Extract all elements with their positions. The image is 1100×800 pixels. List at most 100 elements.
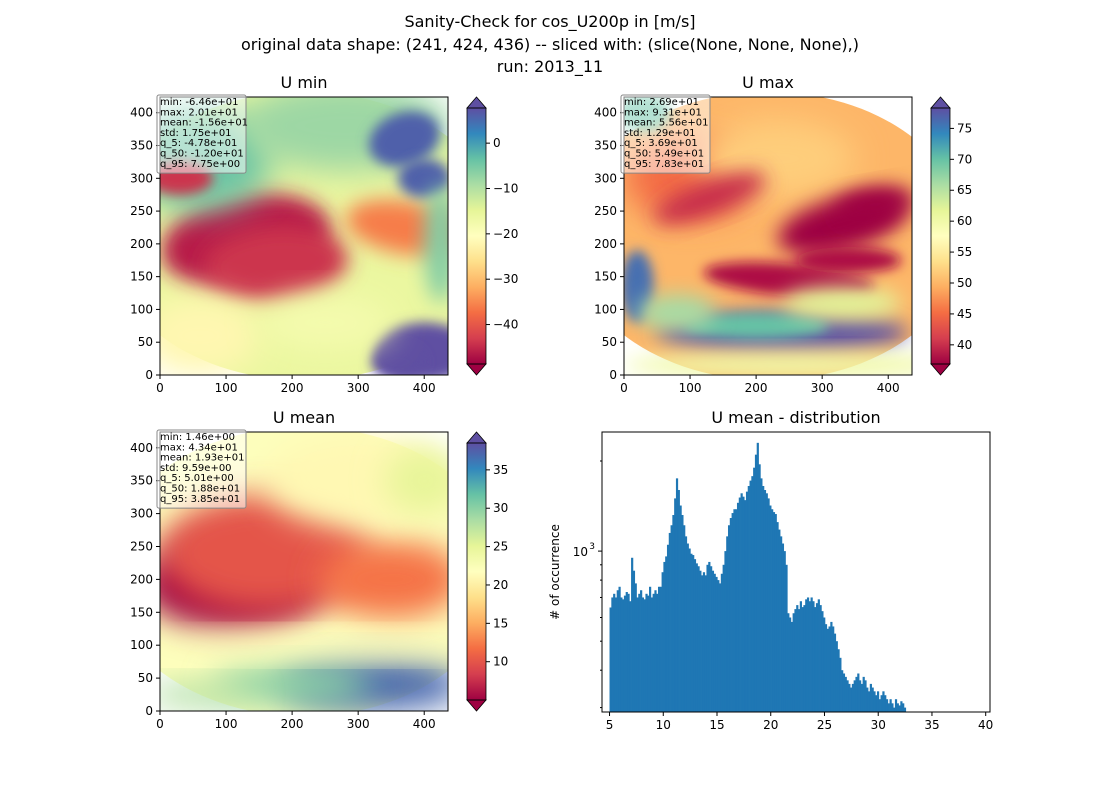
heatmap-region xyxy=(369,111,440,167)
histogram-bar xyxy=(876,691,880,712)
histogram-bar xyxy=(875,695,878,712)
histogram-bar xyxy=(833,633,837,712)
y-tick-label: 0 xyxy=(145,368,153,382)
histogram-bar xyxy=(701,575,704,712)
histogram-bar xyxy=(684,536,688,712)
histogram-bar xyxy=(611,597,614,712)
histogram-bars xyxy=(609,442,907,712)
figure-title-line-2: original data shape: (241, 424, 436) -- … xyxy=(241,35,859,54)
histogram-bar xyxy=(697,566,700,712)
histogram-bar xyxy=(801,607,804,712)
histogram-bar xyxy=(652,593,655,712)
histogram-bar xyxy=(871,687,874,712)
y-tick-label: 0 xyxy=(609,368,617,382)
colorbar-tick-label: 40 xyxy=(957,338,972,352)
histogram-bar xyxy=(711,570,715,712)
x-tick-label: 100 xyxy=(215,381,238,395)
histogram-bar xyxy=(765,493,768,712)
y-tick-label: 100 xyxy=(130,302,153,316)
histogram-bar xyxy=(749,480,752,712)
histogram-bar xyxy=(774,514,777,712)
histogram-bar xyxy=(634,583,637,712)
heatmap-region xyxy=(795,247,902,274)
histogram-bar xyxy=(643,599,646,712)
histogram-bar xyxy=(767,498,770,712)
x-tick-label: 15 xyxy=(709,718,724,732)
x-tick-label: 0 xyxy=(156,717,164,731)
histogram-bar xyxy=(636,597,639,712)
stats-line: mean: 5.56e+01 xyxy=(624,118,708,129)
y-tick-label: 150 xyxy=(130,605,153,619)
histogram-bar xyxy=(848,683,851,712)
histogram-bar xyxy=(702,572,706,712)
histogram-bar xyxy=(771,509,774,712)
histogram-bar xyxy=(841,670,844,712)
heatmap-region xyxy=(259,296,392,349)
histogram-bar xyxy=(756,442,759,712)
colorbar-extend-bottom xyxy=(466,363,487,376)
histogram-bar xyxy=(796,605,799,712)
histogram-bar xyxy=(620,597,623,712)
histogram-bar xyxy=(740,493,743,712)
histogram-bar xyxy=(719,583,722,712)
stats-line: min: -6.46e+01 xyxy=(160,97,239,108)
histogram-bar xyxy=(846,680,849,712)
histogram-bar xyxy=(864,680,867,712)
colorbar-tick-label: 35 xyxy=(493,463,508,477)
histogram-bar xyxy=(900,701,903,712)
histogram-bar xyxy=(654,590,657,712)
histogram-bar xyxy=(776,522,779,712)
colorbar-gradient xyxy=(931,108,950,364)
histogram-bar xyxy=(731,513,734,712)
histogram-bar xyxy=(787,613,790,712)
y-tick-label: 350 xyxy=(130,474,153,488)
histogram-bar xyxy=(855,676,858,712)
histogram-bar xyxy=(896,703,899,712)
x-tick-label: 300 xyxy=(811,381,834,395)
stats-line: q_5: -4.78e+01 xyxy=(160,138,237,149)
y-tick-label: 200 xyxy=(594,237,617,251)
histogram-bar xyxy=(792,613,795,712)
x-tick-label: 40 xyxy=(978,718,993,732)
histogram-bar xyxy=(780,536,783,712)
histogram-bar xyxy=(857,673,860,712)
stats-line: q_5: 3.69e+01 xyxy=(624,138,698,149)
histogram-bar xyxy=(665,556,668,712)
histogram-bar xyxy=(754,454,758,712)
histogram-bar xyxy=(885,699,889,712)
colorbar-tick-label: −20 xyxy=(493,227,518,241)
histogram-bar xyxy=(823,617,826,712)
histogram-bar xyxy=(670,525,673,712)
y-tick-label: 50 xyxy=(602,335,617,349)
stats-line: min: 2.69e+01 xyxy=(624,97,699,108)
histogram-bar xyxy=(889,699,892,712)
histogram-bar xyxy=(631,557,634,712)
histogram-bar xyxy=(830,621,833,712)
x-tick-label: 0 xyxy=(156,381,164,395)
histogram-bar xyxy=(677,490,680,712)
histogram-bar xyxy=(882,691,885,712)
histogram-bar xyxy=(781,543,785,712)
histogram-bar xyxy=(713,573,716,712)
colorbar-extend-top xyxy=(466,96,487,109)
histogram-bar xyxy=(785,564,788,712)
histogram-bar xyxy=(640,590,643,712)
stats-line: q_95: 7.75e+00 xyxy=(160,159,240,170)
histogram-bar xyxy=(618,586,621,712)
histogram-bar xyxy=(706,564,709,712)
histogram-bar xyxy=(772,512,776,712)
histogram-bar xyxy=(747,486,750,712)
colorbar-tick-label: 60 xyxy=(957,214,972,228)
heatmap-region xyxy=(160,493,372,613)
colorbar-tick-label: −30 xyxy=(493,272,518,286)
colorbar-tick-label: 50 xyxy=(957,276,972,290)
histogram-bar xyxy=(812,601,815,712)
stats-line: std: 1.75e+01 xyxy=(160,128,232,139)
histogram-bar xyxy=(708,561,711,712)
y-tick-label: 200 xyxy=(130,572,153,586)
y-tick-label: 400 xyxy=(130,106,153,120)
colorbar-extend-top xyxy=(930,96,951,109)
histogram-bar xyxy=(693,559,697,712)
x-tick-label: 20 xyxy=(763,718,778,732)
histogram-bar xyxy=(663,561,666,712)
